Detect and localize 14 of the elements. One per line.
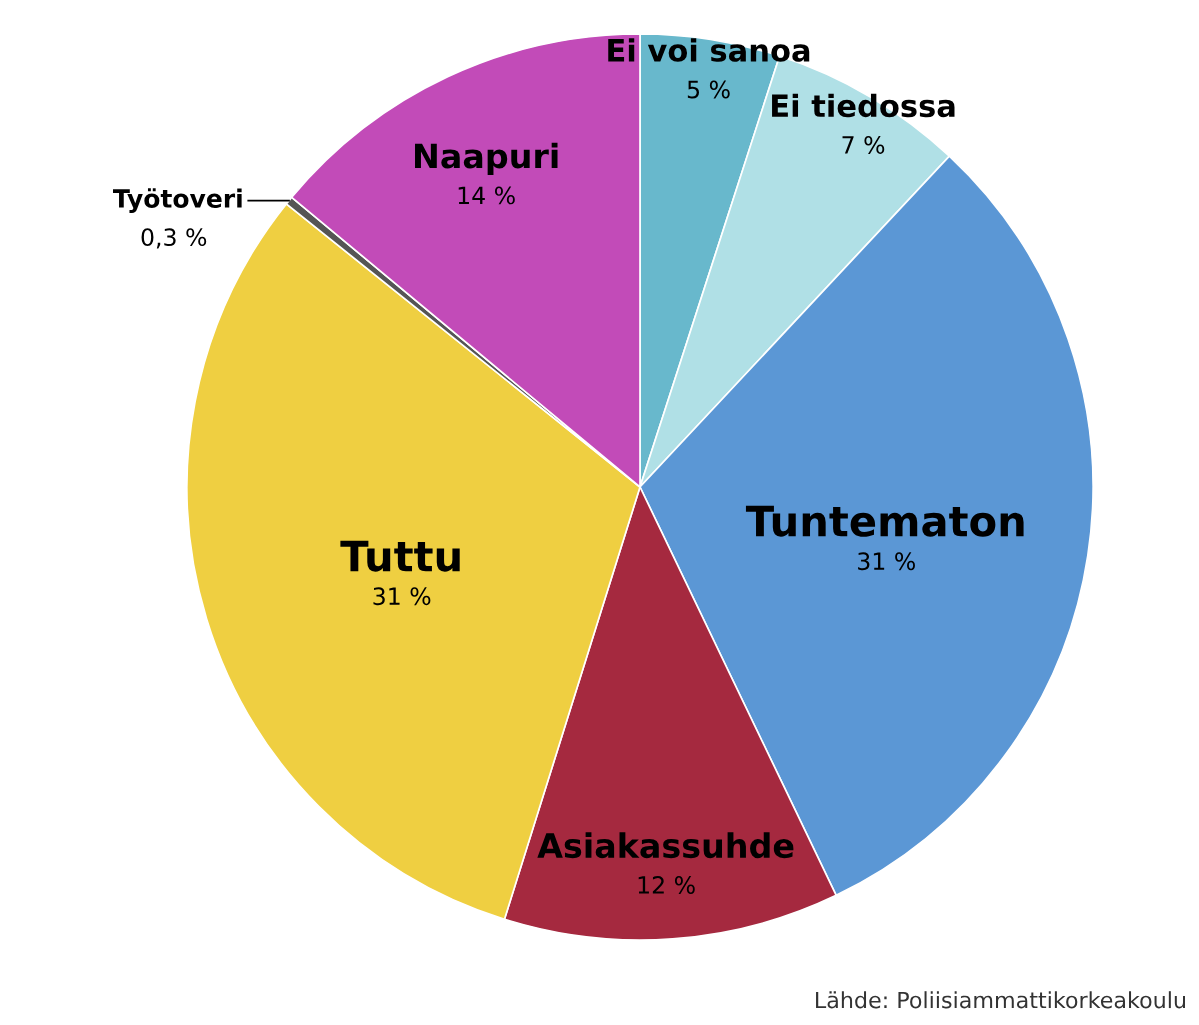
text: Lähde: Poliisiammattikorkeakoulu — [816, 991, 1185, 1009]
slice-label: Tuttu — [340, 540, 460, 572]
data-label: 12 % — [638, 876, 695, 894]
slice-label: Naapuri — [415, 142, 558, 176]
data-label: 0,3 % — [141, 228, 207, 249]
data-label: 7 % — [842, 136, 885, 154]
slice-label: Ei tiedossa — [772, 93, 955, 118]
data-label: 5 % — [687, 80, 730, 99]
data-label: 31 % — [373, 587, 431, 606]
slice-label: Työtoveri — [113, 188, 242, 213]
slice-label: Tuntematon — [745, 505, 1024, 537]
slice-label: Asiakassuhde — [537, 832, 794, 859]
data-label: 14 % — [458, 186, 515, 205]
data-label: 31 % — [858, 552, 915, 571]
